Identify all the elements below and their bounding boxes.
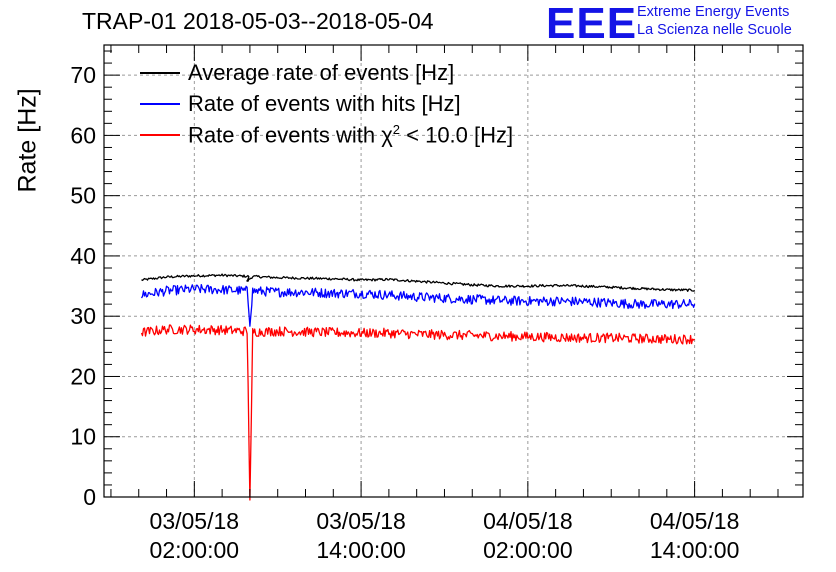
- grid-layer: [104, 45, 803, 497]
- y-tick-label: 0: [83, 484, 96, 510]
- series-line-chi2: [140, 324, 696, 501]
- legend-item-chi2: Rate of events with χ2 < 10.0 [Hz]: [140, 122, 513, 148]
- legend-swatch-hits: [140, 103, 180, 105]
- legend-label-chi2: Rate of events with χ2 < 10.0 [Hz]: [188, 122, 513, 148]
- y-tick-label: 40: [70, 243, 96, 269]
- logo-line-2: La Scienza nelle Scuole: [637, 22, 792, 38]
- legend-chi2-main: Rate of events with: [188, 122, 382, 148]
- y-axis-label: Rate [Hz]: [13, 88, 42, 193]
- plot-frame: [103, 44, 804, 498]
- legend-label-average: Average rate of events [Hz]: [188, 60, 455, 85]
- legend-swatch-chi2: [140, 134, 180, 136]
- y-tick-label: 10: [70, 424, 96, 450]
- y-tick-label: 20: [70, 363, 96, 389]
- legend-label-hits: Rate of events with hits [Hz]: [188, 91, 461, 116]
- y-tick-label: 30: [70, 303, 96, 329]
- tick-layer: 0 10 20 30 40 50 60 70 03/05/18 02:00:00 03/05/18 1…: [70, 45, 803, 563]
- chart-title: TRAP-01 2018-05-03--2018-05-04: [82, 8, 434, 34]
- legend-chi2-symbol: χ: [381, 122, 393, 148]
- eee-logo: EEE: [546, 0, 638, 48]
- x-tick-label-time: 14:00:00: [316, 537, 406, 563]
- x-tick-label-time: 14:00:00: [650, 537, 740, 563]
- y-tick-label: 70: [70, 62, 96, 88]
- series-line-hits: [140, 283, 696, 327]
- x-tick-label-date: 04/05/18: [483, 508, 573, 534]
- y-tick-label: 50: [70, 183, 96, 209]
- x-tick-label-time: 02:00:00: [483, 537, 573, 563]
- logo-line-1: Extreme Energy Events: [637, 4, 790, 20]
- x-tick-label-date: 03/05/18: [316, 508, 406, 534]
- logo-text: Extreme Energy Events La Scienza nelle S…: [637, 3, 792, 39]
- x-tick-label-date: 04/05/18: [650, 508, 740, 534]
- legend-item-hits: Rate of events with hits [Hz]: [140, 91, 461, 117]
- legend-item-average: Average rate of events [Hz]: [140, 60, 454, 86]
- x-tick-label-date: 03/05/18: [150, 508, 240, 534]
- x-tick-label-time: 02:00:00: [150, 537, 240, 563]
- legend-swatch-average: [140, 72, 180, 74]
- series-line-average: [141, 273, 696, 292]
- legend-chi2-exponent: 2: [392, 121, 401, 137]
- y-tick-label: 60: [70, 122, 96, 148]
- series-layer: [140, 273, 696, 501]
- legend-chi2-rest: < 10.0 [Hz]: [400, 122, 514, 148]
